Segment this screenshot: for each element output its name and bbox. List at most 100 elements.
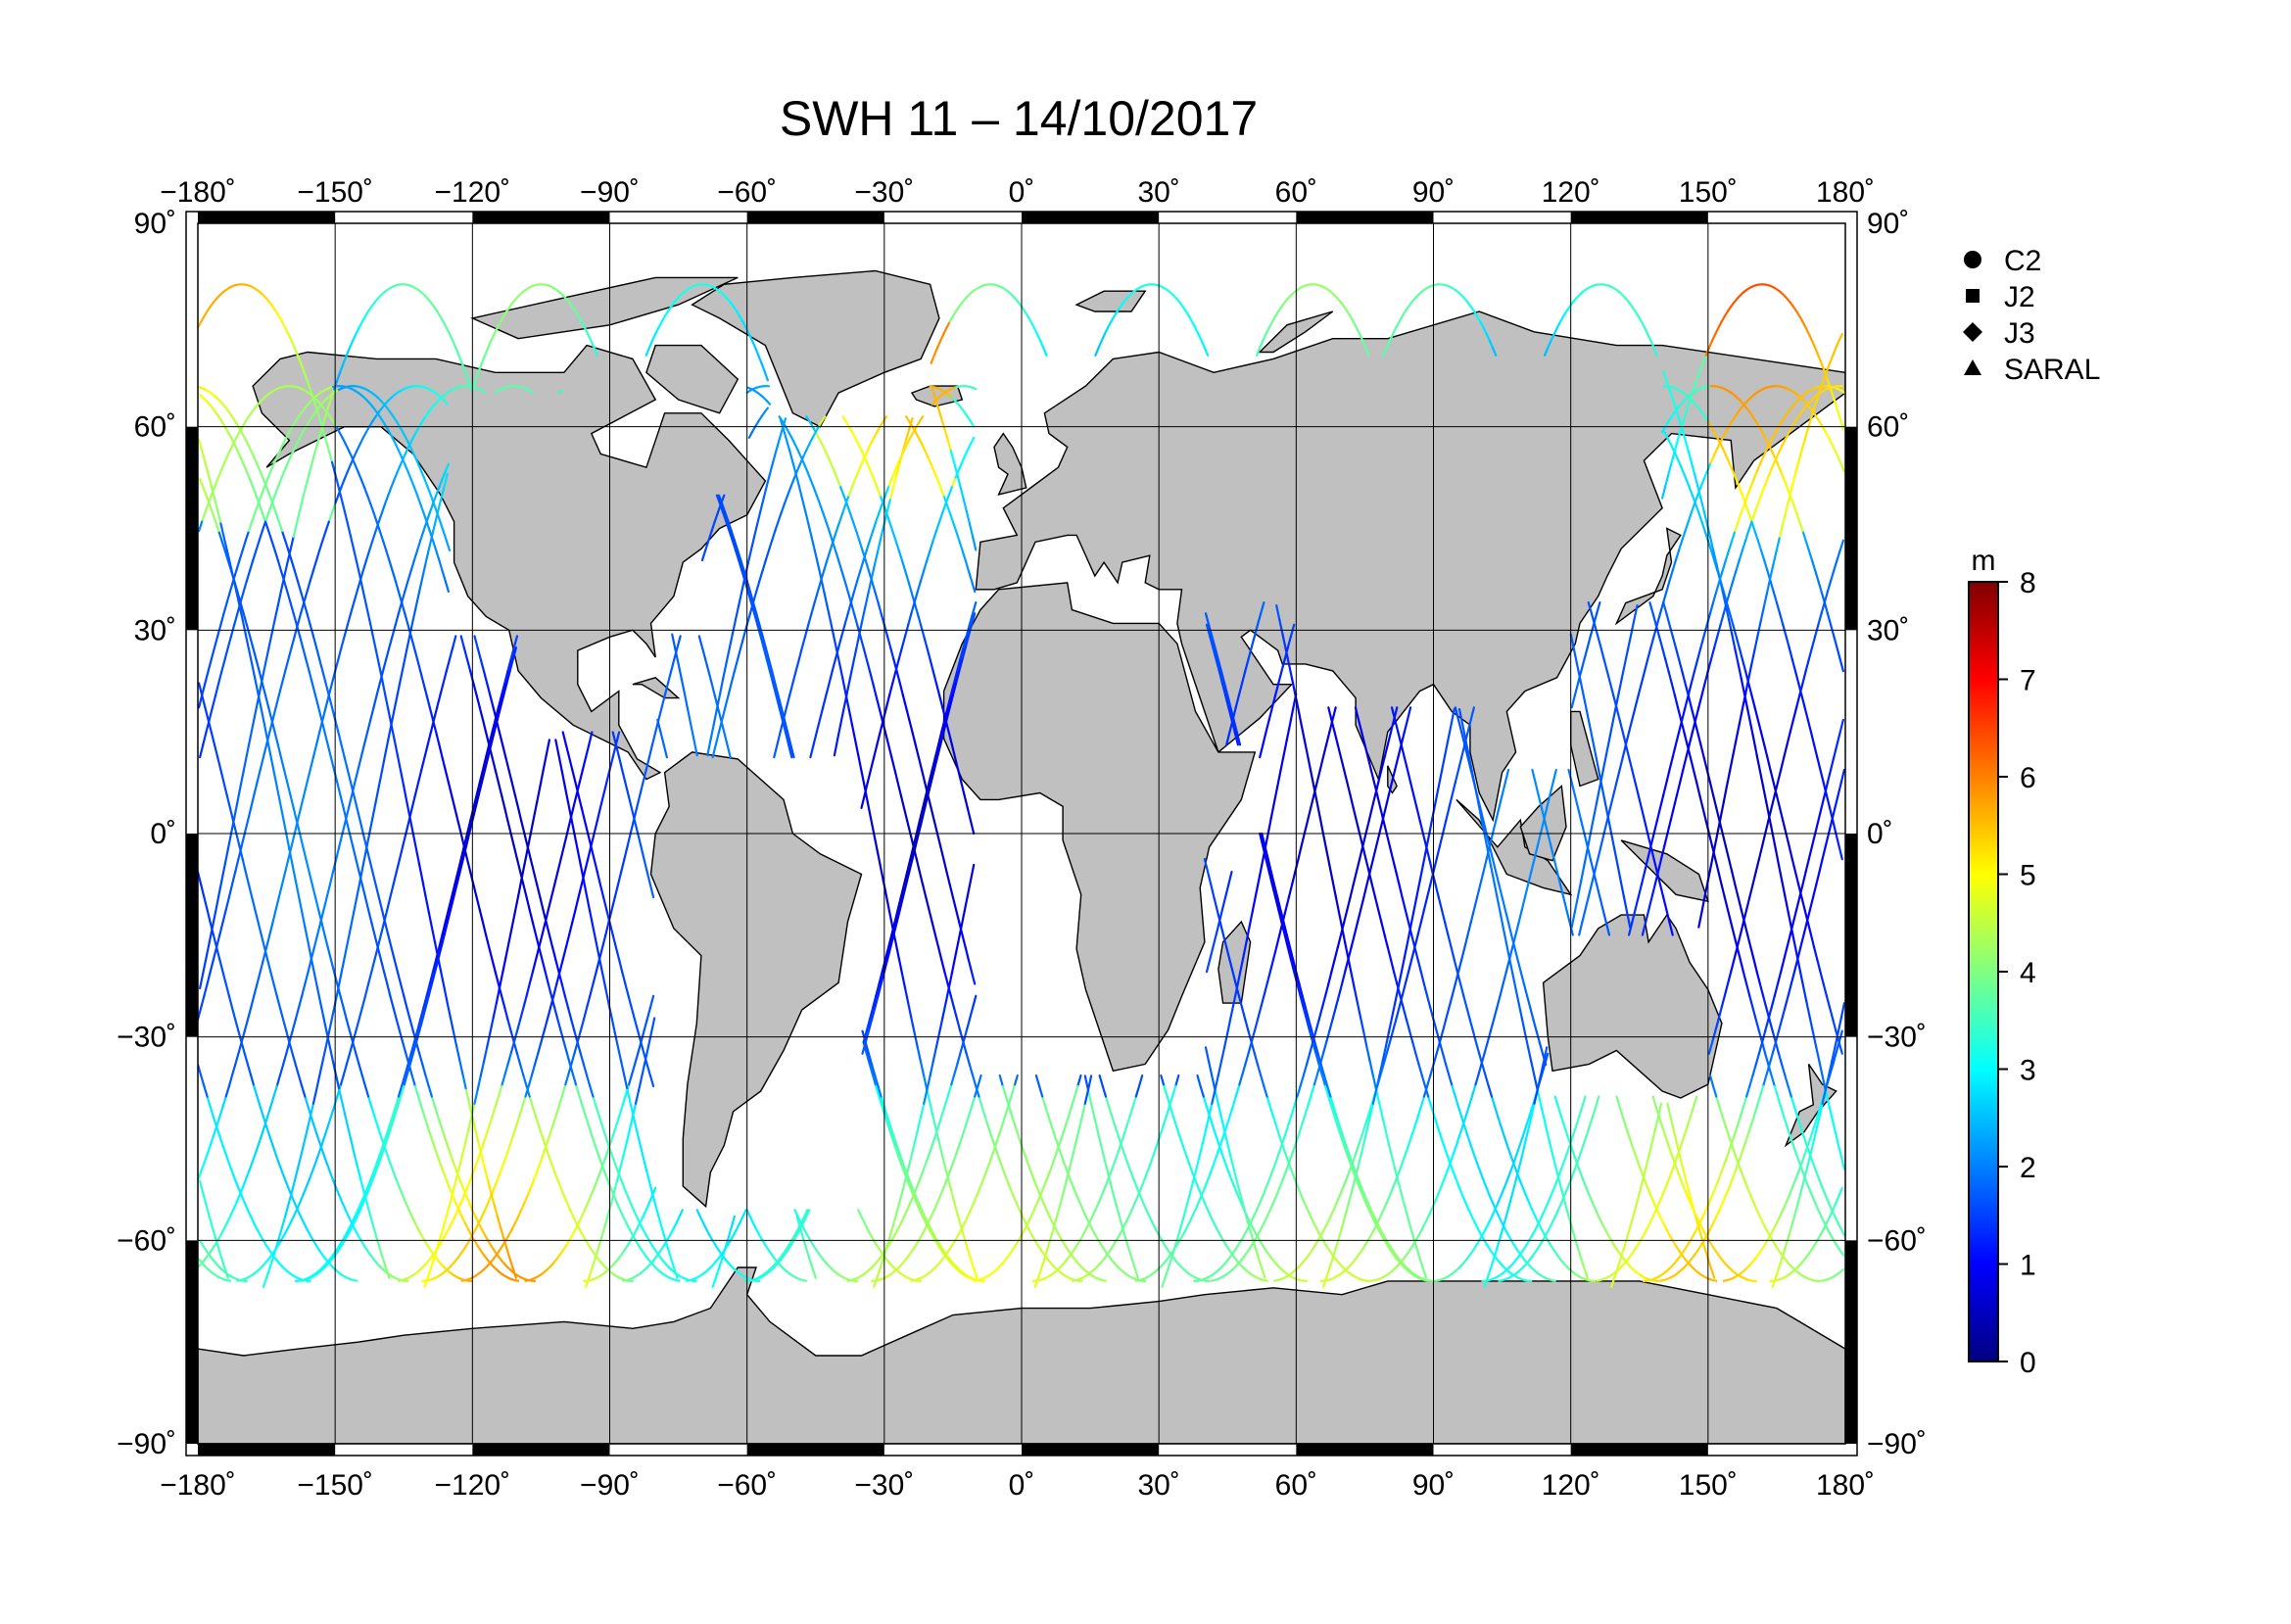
track-segment <box>889 1227 892 1238</box>
track-segment <box>1694 496 1697 504</box>
track-segment <box>947 503 950 512</box>
track-segment <box>301 602 304 613</box>
track-segment <box>1697 733 1700 745</box>
track-segment <box>491 334 494 341</box>
track-segment <box>1170 1107 1173 1117</box>
track-segment <box>833 541 835 550</box>
track-segment <box>1574 649 1577 664</box>
track-segment <box>1010 1188 1013 1196</box>
land-south-america <box>651 752 862 1207</box>
track-segment <box>1796 512 1799 521</box>
track-segment <box>227 1217 230 1223</box>
track-segment <box>1571 1171 1574 1179</box>
track-segment <box>282 1217 285 1227</box>
track-segment <box>1166 1268 1169 1278</box>
track-segment <box>536 1117 539 1126</box>
track-segment <box>906 416 909 421</box>
track-segment <box>486 1126 489 1136</box>
track-segment <box>1623 1117 1626 1126</box>
track-segment <box>1757 1097 1760 1108</box>
track-segment <box>1405 1205 1408 1217</box>
track-segment <box>235 1180 238 1188</box>
track-segment <box>218 531 221 541</box>
track-segment <box>792 462 795 474</box>
track-segment <box>1360 1018 1363 1032</box>
track-segment <box>245 1203 248 1210</box>
track-segment <box>1647 1188 1650 1196</box>
track-segment <box>324 1155 327 1164</box>
track-segment <box>1507 1171 1510 1179</box>
track-segment <box>1654 821 1657 834</box>
track-segment <box>1654 1203 1657 1210</box>
track-segment <box>1765 821 1768 834</box>
track-segment <box>503 1155 506 1164</box>
track-segment <box>1437 1042 1440 1054</box>
track-segment <box>1827 996 1830 1008</box>
track-segment <box>1604 821 1607 834</box>
track-segment <box>369 818 372 834</box>
track-segment <box>313 1090 316 1104</box>
track-segment <box>369 859 372 872</box>
track-segment <box>785 496 788 504</box>
track-segment <box>1210 1117 1213 1126</box>
track-segment <box>1501 1227 1503 1238</box>
track-segment <box>959 541 962 550</box>
track-segment <box>810 479 813 487</box>
track-segment <box>469 1203 472 1210</box>
track-segment <box>958 464 961 472</box>
track-segment <box>246 635 249 649</box>
track-segment <box>902 974 905 989</box>
track-segment <box>952 479 955 487</box>
track-segment <box>907 821 910 834</box>
track-segment <box>1446 1065 1449 1075</box>
track-segment <box>814 487 817 495</box>
track-segment <box>1834 636 1837 647</box>
track-segment <box>519 1107 522 1117</box>
track-segment <box>1838 1144 1841 1157</box>
track-segment <box>1139 1075 1142 1086</box>
track-segment <box>848 602 851 613</box>
track-segment <box>1772 795 1775 808</box>
track-segment <box>1597 787 1599 802</box>
track-segment <box>1273 1196 1276 1204</box>
track-segment <box>1712 334 1715 341</box>
track-segment <box>1047 1210 1050 1217</box>
track-segment <box>1257 1203 1260 1210</box>
track-segment <box>1037 334 1040 341</box>
track-segment <box>211 1107 214 1117</box>
track-segment <box>1642 671 1645 683</box>
track-segment <box>1820 1062 1823 1076</box>
track-segment <box>1657 613 1660 625</box>
track-segment <box>1815 571 1818 582</box>
track-segment <box>1347 897 1350 910</box>
track-segment <box>792 671 795 683</box>
track-segment <box>353 846 356 859</box>
track-segment <box>362 1075 365 1086</box>
track-segment <box>1666 613 1669 625</box>
track-segment <box>1796 695 1799 708</box>
track-segment <box>1480 1171 1483 1179</box>
track-segment <box>512 912 515 928</box>
track-segment <box>601 1227 604 1238</box>
track-segment <box>815 592 818 602</box>
track-segment <box>567 1203 570 1210</box>
track-segment <box>860 636 863 647</box>
track-segment <box>934 821 937 834</box>
track-segment <box>515 896 518 912</box>
track-segment <box>650 1075 653 1086</box>
track-segment <box>452 1217 454 1223</box>
track-segment <box>753 592 756 602</box>
track-segment <box>1782 1065 1785 1075</box>
track-segment <box>1198 1075 1201 1086</box>
track-segment <box>349 795 352 808</box>
track-segment <box>866 592 869 606</box>
track-segment <box>428 1126 431 1136</box>
track-segment <box>1811 935 1814 948</box>
track-segment <box>209 496 212 504</box>
track-segment <box>1702 522 1705 532</box>
track-segment <box>504 1008 507 1020</box>
track-segment <box>279 684 282 695</box>
track-segment <box>489 947 492 960</box>
track-segment <box>1441 1180 1444 1188</box>
track-segment <box>1119 1136 1122 1146</box>
